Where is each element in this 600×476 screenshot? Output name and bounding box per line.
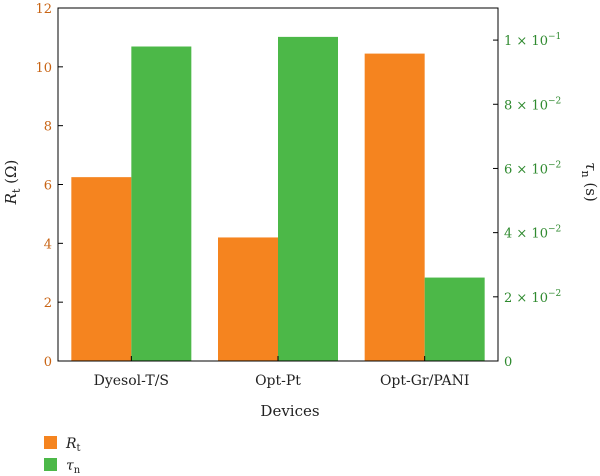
- right-tick-label: 2 × 10−2: [504, 289, 561, 306]
- x-tick-label: Dyesol-T/S: [94, 373, 169, 389]
- x-tick-label: Opt-Gr/PANI: [380, 373, 469, 389]
- left-tick-label: 10: [35, 61, 52, 76]
- bars-group: [71, 36, 485, 362]
- legend-swatch-rt: [44, 436, 57, 449]
- legend-label-rt: Rt: [65, 436, 81, 454]
- left-axis-title: Rt (Ω): [2, 160, 23, 206]
- left-axis: 0 2 4 6 8 10 12: [35, 2, 63, 370]
- right-tick-label: 1 × 10−1: [504, 32, 561, 49]
- left-tick-label: 4: [44, 237, 52, 252]
- left-tick-label: 12: [35, 2, 52, 17]
- left-tick-label: 8: [44, 120, 52, 135]
- right-tick-label: 8 × 10−2: [504, 96, 561, 113]
- x-tick-label: Opt-Pt: [255, 373, 301, 389]
- bar-tn-1: [278, 36, 338, 362]
- bar-rt-2: [364, 53, 425, 362]
- legend: Rt τn: [44, 436, 81, 476]
- legend-swatch-tn: [44, 458, 57, 471]
- bar-tn-2: [424, 277, 485, 361]
- left-tick-label: 0: [44, 355, 52, 370]
- right-axis: 0 2 × 10−2 4 × 10−2 6 × 10−2 8 × 10−2 1 × 10−…: [493, 32, 561, 370]
- x-axis: Dyesol-T/S Opt-Pt Opt-Gr/PANI: [94, 356, 469, 389]
- right-axis-title: τn (s): [579, 162, 600, 202]
- left-tick-label: 6: [44, 179, 52, 194]
- right-tick-label: 6 × 10−2: [504, 160, 561, 177]
- left-tick-label: 2: [44, 296, 52, 311]
- plot-frame: [57, 7, 499, 362]
- bar-rt-1: [218, 237, 278, 361]
- legend-label-tn: τn: [66, 458, 81, 476]
- bar-tn-0: [131, 46, 192, 361]
- x-axis-title: Devices: [260, 402, 319, 420]
- bar-rt-0: [71, 177, 132, 361]
- right-tick-label: 4 × 10−2: [504, 225, 561, 242]
- right-tick-label: 0: [504, 355, 512, 370]
